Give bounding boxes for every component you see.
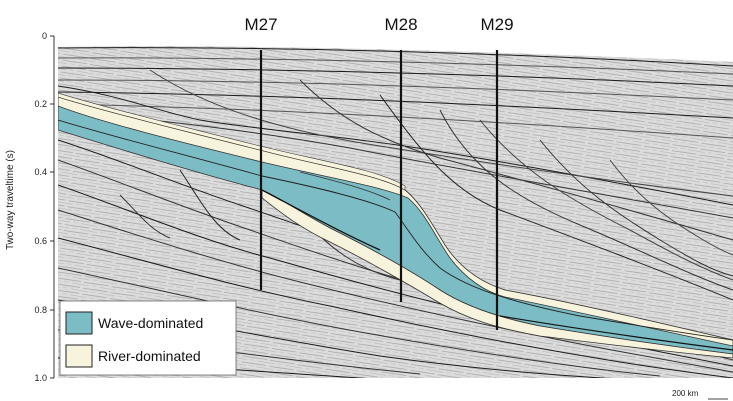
y-tick-label: 1.0	[34, 373, 47, 383]
well-lines	[259, 50, 499, 330]
y-tick-label: 0	[42, 31, 47, 41]
well-label-m28: M28	[384, 15, 417, 34]
y-tick-label: 0.6	[34, 236, 47, 246]
legend-swatch-river-dominated	[65, 344, 93, 368]
scale-bar: 200 km	[672, 389, 728, 400]
legend-label-river-dominated: River-dominated	[98, 348, 201, 364]
well-label-m27: M27	[244, 15, 277, 34]
facies-internal-lines	[58, 119, 733, 351]
legend-label-wave-dominated: Wave-dominated	[98, 315, 203, 331]
y-axis-title: Two-way traveltime (s)	[5, 150, 16, 250]
legend: Wave-dominated River-dominated	[59, 300, 237, 376]
scale-bar-label: 200 km	[672, 389, 699, 398]
y-tick-label: 0.2	[34, 99, 47, 109]
y-tick-label: 0.4	[34, 167, 47, 177]
y-axis: 0 0.2 0.4 0.6 0.8 1.0 Two-way traveltime…	[5, 31, 55, 383]
well-label-m29: M29	[480, 15, 513, 34]
legend-swatch-wave-dominated	[65, 311, 93, 335]
y-tick-label: 0.8	[34, 305, 47, 315]
river-dominated-top-band	[58, 92, 406, 191]
